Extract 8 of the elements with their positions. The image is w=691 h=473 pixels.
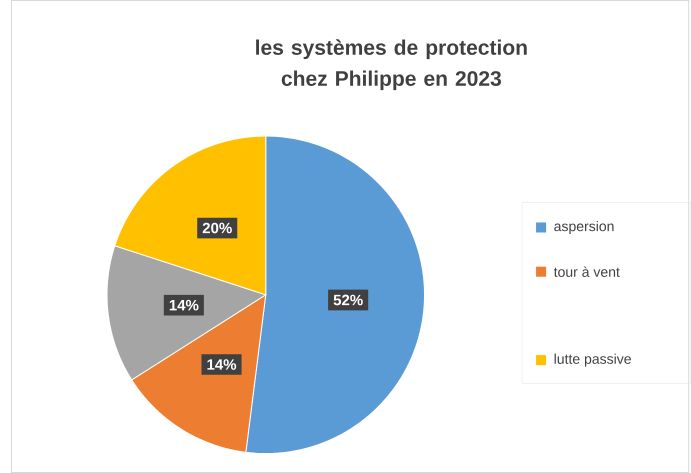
data-label: 14%: [207, 359, 236, 370]
legend-label: lutte passive: [554, 354, 631, 367]
data-label: 20%: [202, 222, 232, 234]
legend-label: aspersion: [554, 220, 614, 234]
data-label: 52%: [334, 294, 363, 306]
legend-label: tour à vent: [554, 266, 620, 277]
data-label: 14%: [170, 300, 198, 310]
chart-title: les systèmes de protection chez Philippe en 2023: [256, 39, 527, 90]
